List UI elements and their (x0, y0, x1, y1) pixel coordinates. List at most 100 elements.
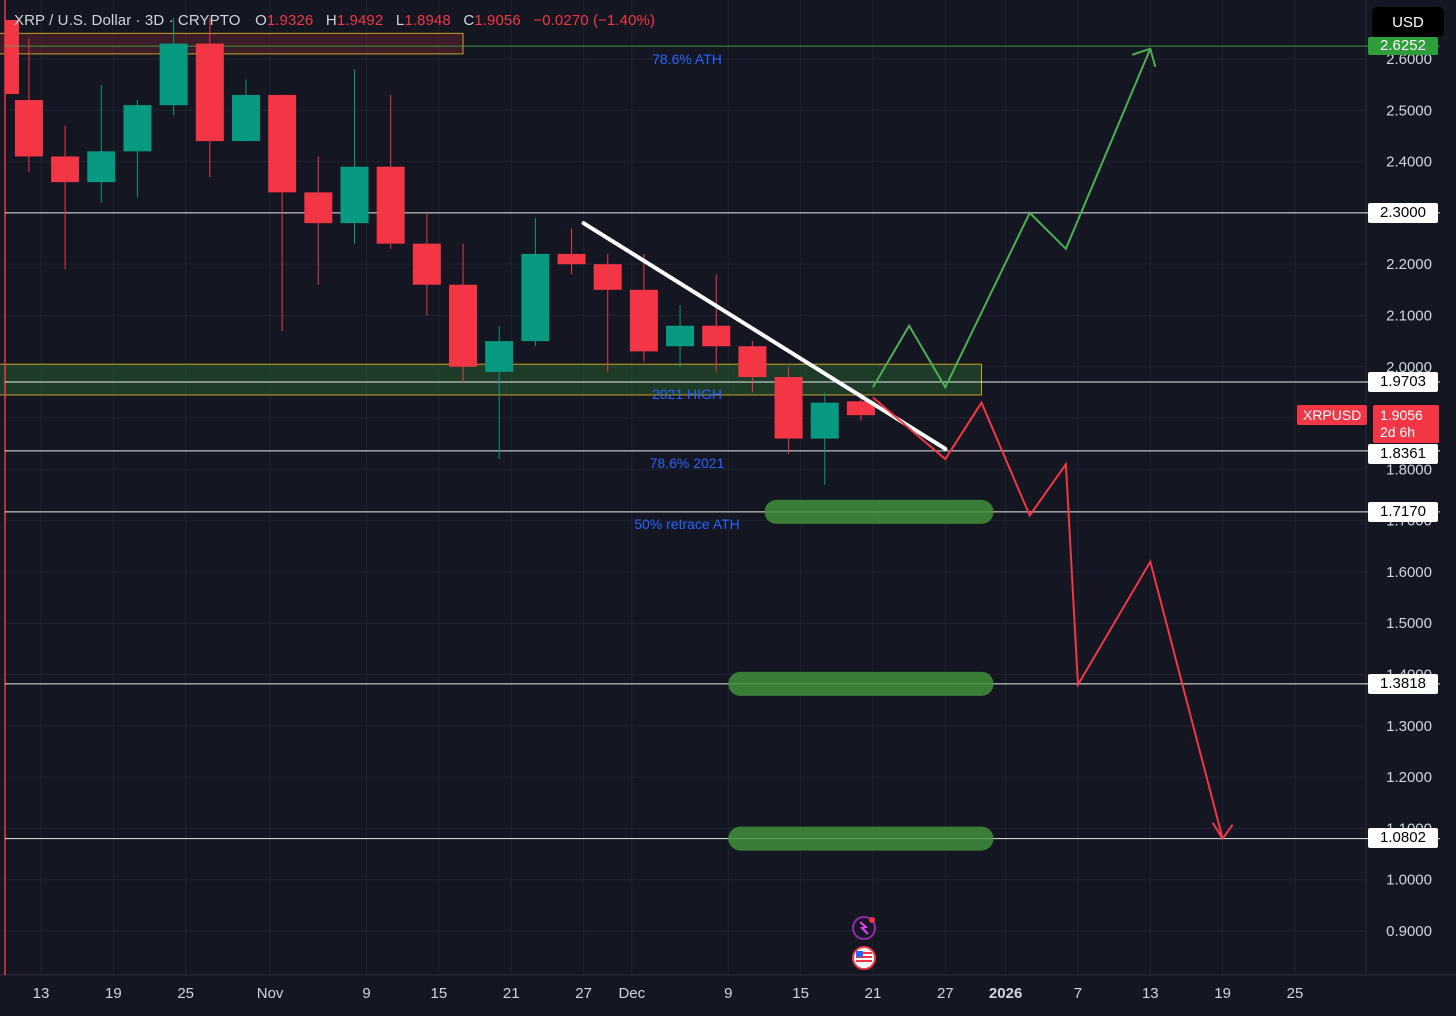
price-tick-label: 1.6000 (1386, 564, 1432, 581)
candle-body (268, 94, 297, 193)
candle-body (738, 346, 767, 378)
high-label: H (325, 12, 337, 29)
time-tick-label: 15 (431, 985, 448, 1002)
ath-price-tag: 2.6252 (1368, 37, 1438, 55)
price-axis[interactable]: 2.60002.50002.40002.30002.20002.10002.00… (1386, 51, 1432, 940)
time-tick-label: Nov (257, 985, 284, 1002)
current-price: 1.9056 (1380, 407, 1423, 423)
time-tick-label: 13 (33, 985, 50, 1002)
price-tick-label: 2.2000 (1386, 256, 1432, 273)
candle-body (846, 401, 875, 416)
current-price-tag: 1.9056 2d 6h (1373, 405, 1439, 443)
time-tick-label: Dec (618, 985, 645, 1002)
open-value: 1.9326 (266, 12, 314, 29)
target-bar (728, 671, 994, 696)
time-axis[interactable]: 13 19 25 Nov 9 15 21 27 Dec 9 15 21 27 2026 7 13 19 25 (33, 985, 1304, 1002)
time-tick-label: 19 (105, 985, 122, 1002)
annotation-50-retrace-ath: 50% retrace ATH (634, 516, 740, 532)
annotation-786-2021: 78.6% 2021 (650, 455, 725, 471)
chart-grid (0, 0, 1456, 976)
price-tick-label: 1.0000 (1386, 872, 1432, 889)
open-label: O (255, 12, 267, 29)
us-flag-icon[interactable] (852, 946, 876, 970)
candle-body (159, 43, 188, 106)
bullish-arrowhead (1131, 47, 1157, 68)
price-tick-label: 1.8000 (1386, 461, 1432, 478)
annotation-2021-high: 2021 HIGH (652, 386, 722, 402)
time-tick-label: 7 (1074, 985, 1082, 1002)
symbol-header: XRP / U.S. Dollar · 3D · CRYPTO O1.9326 … (14, 12, 655, 29)
price-tick-label: 0.9000 (1386, 923, 1432, 940)
candle-body (449, 284, 478, 367)
time-tick-label: 27 (575, 985, 592, 1002)
time-tick-label: 25 (177, 985, 194, 1002)
time-tick-label: 9 (362, 985, 370, 1002)
candle-body (51, 156, 80, 183)
price-tick-label: 1.2000 (1386, 769, 1432, 786)
low-value: 1.8948 (404, 12, 451, 29)
price-tick-label: 2.6000 (1386, 51, 1432, 68)
price-tick-label: 2.5000 (1386, 102, 1432, 119)
bearish-arrowhead (1211, 822, 1234, 841)
high-value: 1.9492 (336, 12, 384, 29)
candle-countdown: 2d 6h (1380, 424, 1416, 440)
candle-body (14, 100, 43, 157)
candle-body (666, 325, 695, 347)
time-tick-label: 21 (865, 985, 882, 1002)
downtrend-line (581, 221, 948, 451)
level-tag-1-3818: 1.3818 (1368, 674, 1438, 694)
close-value: 1.9056 (474, 12, 521, 29)
ath-786-zone (0, 32, 464, 55)
candle-body (485, 341, 514, 372)
candle-body (557, 253, 586, 265)
price-tick-label: 2.0000 (1386, 359, 1432, 376)
horizontal-levels (5, 45, 1440, 840)
projection-paths (581, 47, 1234, 841)
candle-body (412, 243, 441, 285)
candle-body (87, 151, 116, 183)
candle-body (521, 253, 550, 342)
candle-body (376, 166, 405, 244)
candle-body (593, 264, 622, 290)
level-tag-1-9703: 1.9703 (1368, 372, 1438, 392)
currency-button[interactable]: USD (1372, 7, 1444, 37)
time-tick-label: 21 (503, 985, 520, 1002)
price-tick-label: 2.1000 (1386, 307, 1432, 324)
candle-body (123, 105, 152, 152)
symbol-name: XRP / U.S. Dollar · 3D · CRYPTO (14, 12, 241, 29)
level-tag-1-8361: 1.8361 (1368, 444, 1438, 464)
level-tag-1-7170: 1.7170 (1368, 502, 1438, 522)
time-tick-label: 25 (1287, 985, 1304, 1002)
target-bar (728, 826, 994, 851)
bullish-projection (872, 48, 1152, 390)
candle-body (231, 94, 260, 142)
price-tick-label: 1.5000 (1386, 615, 1432, 632)
time-tick-label: 27 (937, 985, 954, 1002)
candle-body (195, 43, 224, 142)
time-tick-label: 9 (724, 985, 732, 1002)
time-tick-label: 15 (792, 985, 809, 1002)
change-value: −0.0270 (−1.40%) (533, 12, 656, 29)
target-bars (728, 499, 994, 851)
bearish-projection (872, 396, 1224, 839)
time-tick-label: 19 (1214, 985, 1231, 1002)
candle-body (810, 402, 839, 439)
price-tick-label: 1.3000 (1386, 718, 1432, 735)
level-tag-2-3000: 2.3000 (1368, 203, 1438, 223)
low-label: L (395, 12, 405, 29)
level-tag-1-0802: 1.0802 (1368, 828, 1438, 848)
time-tick-label: 13 (1142, 985, 1159, 1002)
symbol-price-tag: XRPUSD (1297, 405, 1368, 425)
ai-sparkle-icon[interactable] (846, 914, 882, 974)
close-label: C (463, 12, 475, 29)
left-edge-candle (5, 20, 19, 94)
chart-event-icons (846, 914, 882, 974)
target-bar (764, 499, 994, 524)
candle-body (702, 325, 731, 347)
time-tick-label: 2026 (989, 985, 1022, 1002)
candle-body (629, 289, 658, 352)
price-tick-label: 2.4000 (1386, 154, 1432, 171)
candle-body (340, 166, 369, 224)
candle-body (774, 377, 803, 439)
